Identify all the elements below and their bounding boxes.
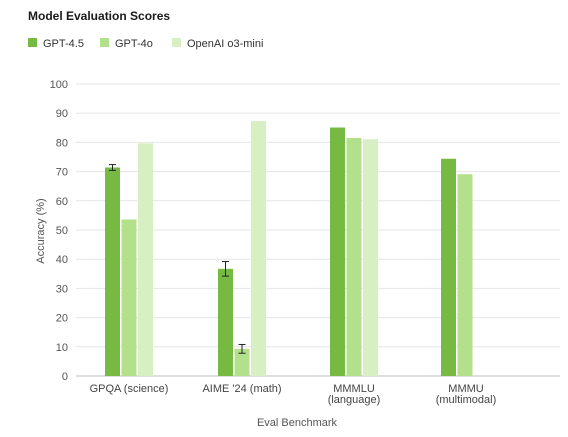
y-tick-label: 70 [56,167,68,179]
x-tick-label: (language) [328,394,381,406]
bar [251,121,266,376]
gridlines [76,83,560,377]
y-tick-label: 60 [56,196,68,208]
legend-swatch [100,38,109,47]
y-tick-label: 80 [56,137,68,149]
legend-label: GPT-4.5 [43,38,84,50]
legend-label: OpenAI o3-mini [187,38,263,50]
bar [234,348,250,376]
x-tick-label: MMMLU [333,383,375,395]
x-tick-label: (multimodal) [436,394,497,406]
y-tick-label: 90 [56,108,68,120]
bar [138,143,153,376]
y-axis-label: Accuracy (%) [35,198,47,263]
x-tick-label: MMMU [448,383,483,395]
y-tick-label: 10 [56,342,68,354]
bar [457,174,473,376]
bar [330,127,345,377]
bar [441,158,456,376]
bar [218,268,233,376]
legend-swatch [172,38,181,47]
x-axis-label: Eval Benchmark [257,417,338,429]
y-tick-label: 100 [50,79,68,91]
x-tick-label: AIME '24 (math) [202,383,281,395]
chart-title: Model Evaluation Scores [28,9,170,23]
x-axis-ticks: GPQA (science) AIME '24 (math) MMMLU(langu… [90,383,497,406]
bar [363,139,378,376]
legend: GPT-4.5 GPT-4o OpenAI o3-mini [28,38,263,50]
y-tick-label: 50 [56,225,68,237]
legend-swatch [28,38,37,47]
x-tick-label: GPQA (science) [90,383,169,395]
bar [121,219,137,376]
y-axis-ticks: 0 10 20 30 40 50 60 70 80 90 100 [50,79,68,383]
bars [105,121,473,377]
y-tick-label: 0 [62,371,68,383]
bar [346,138,362,376]
y-tick-label: 40 [56,254,68,266]
y-tick-label: 20 [56,313,68,325]
y-tick-label: 30 [56,283,68,295]
legend-label: GPT-4o [115,38,153,50]
bar [105,167,120,376]
